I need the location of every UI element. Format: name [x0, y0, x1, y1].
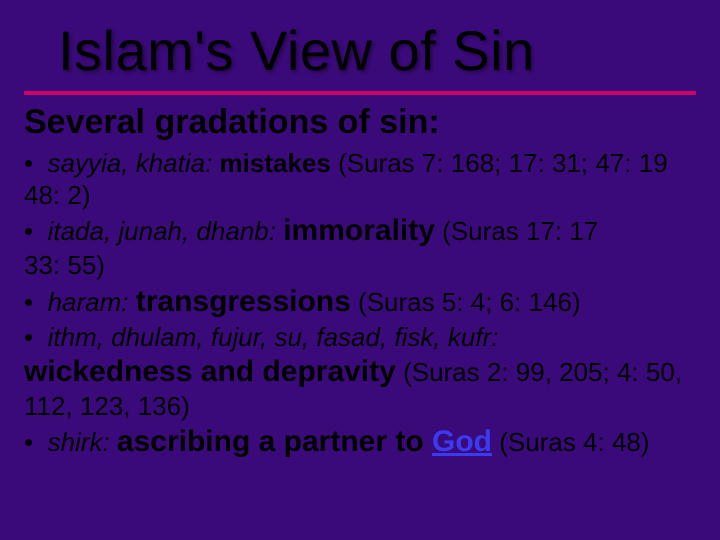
bullet-terms: ithm, dhulam, fujur, su, fasad, fisk, ku… — [48, 322, 499, 352]
bullet-dot: • — [24, 427, 33, 457]
slide-subtitle: Several gradations of sin: — [0, 101, 720, 146]
slide: Islam's View of Sin Several gradations o… — [0, 0, 720, 540]
bullet-terms: haram: — [48, 287, 129, 317]
wicked-refs: (Suras 2: 99, 205; 4: 50, — [403, 357, 682, 387]
bullet-terms: itada, junah, dhanb: — [48, 216, 276, 246]
bullet-refs: (Suras 7: 168; 17: 31; 47: 19 — [338, 148, 668, 178]
bullet-keyword: immorality — [283, 214, 435, 247]
bullet-refs: (Suras 5: 4; 6: 146) — [358, 287, 581, 317]
bullet-dot: • — [24, 216, 33, 246]
bullet-row: • ithm, dhulam, fujur, su, fasad, fisk, … — [24, 322, 696, 354]
bullet-terms: shirk: — [48, 427, 110, 457]
bullet-keyword: mistakes — [220, 148, 331, 178]
bullet-terms: sayyia, khatia: — [48, 148, 213, 178]
shirk-phrase: ascribing a partner to — [117, 425, 432, 458]
bullet-dot: • — [24, 287, 33, 317]
wicked-cont: 112, 123, 136) — [24, 391, 696, 423]
bullet-cont: 33: 55) — [24, 250, 696, 282]
bullet-row: • haram: transgressions (Suras 5: 4; 6: … — [24, 284, 696, 321]
bullet-row: • shirk: ascribing a partner to God (Sur… — [24, 424, 696, 461]
bullet-refs: (Suras 17: 17 — [442, 216, 598, 246]
wicked-bold: wickedness and depravity — [24, 355, 396, 388]
divider-rule — [24, 91, 696, 95]
wicked-line: wickedness and depravity (Suras 2: 99, 2… — [24, 354, 696, 391]
bullet-row: • itada, junah, dhanb: immorality (Suras… — [24, 213, 696, 250]
bullet-dot: • — [24, 148, 33, 178]
god-link[interactable]: God — [432, 425, 492, 458]
bullet-cont: 48: 2) — [24, 180, 696, 212]
bullet-dot: • — [24, 322, 33, 352]
slide-title: Islam's View of Sin — [0, 0, 720, 91]
bullet-row: • sayyia, khatia: mistakes (Suras 7: 168… — [24, 148, 696, 180]
bullet-keyword: transgressions — [136, 285, 351, 318]
shirk-refs: (Suras 4: 48) — [499, 427, 649, 457]
content-area: • sayyia, khatia: mistakes (Suras 7: 168… — [0, 148, 720, 461]
